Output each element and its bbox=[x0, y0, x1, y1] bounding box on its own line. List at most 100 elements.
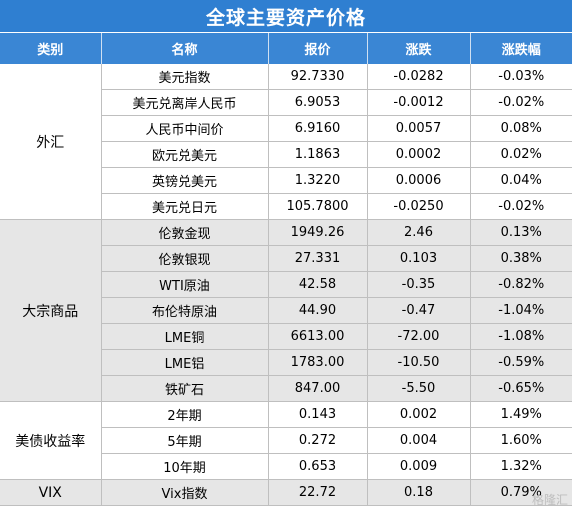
change-cell: -0.35 bbox=[367, 271, 471, 298]
name-cell: 伦敦金现 bbox=[101, 219, 269, 246]
change-cell: -0.0282 bbox=[367, 64, 471, 90]
price-cell: 6.9053 bbox=[268, 89, 368, 116]
table-row: 大宗商品 伦敦金现 1949.26 2.46 0.13% bbox=[0, 219, 572, 402]
change-cell: -72.00 bbox=[367, 323, 471, 350]
change-cell: 0.002 bbox=[367, 401, 471, 428]
col-header-change: 涨跌 bbox=[367, 32, 471, 64]
table-row: 10年期 0.653 0.009 1.32% bbox=[0, 453, 572, 480]
name-cell: WTI原油 bbox=[101, 271, 269, 298]
table-row: 布伦特原油 44.90 -0.47 -1.04% bbox=[0, 297, 572, 324]
pct-cell: -0.03% bbox=[470, 64, 572, 90]
price-cell: 0.653 bbox=[268, 453, 368, 480]
pct-cell: -0.65% bbox=[470, 375, 572, 402]
name-cell: 美元指数 bbox=[101, 64, 269, 90]
price-cell: 1783.00 bbox=[268, 349, 368, 376]
pct-cell: -0.59% bbox=[470, 349, 572, 376]
price-cell: 105.7800 bbox=[268, 193, 368, 220]
change-cell: 0.103 bbox=[367, 245, 471, 272]
change-cell: 0.0057 bbox=[367, 115, 471, 142]
pct-cell: 0.38% bbox=[470, 245, 572, 272]
pct-cell: -1.04% bbox=[470, 297, 572, 324]
pct-cell: 1.32% bbox=[470, 453, 572, 480]
pct-cell: -0.02% bbox=[470, 193, 572, 220]
pct-cell: 0.02% bbox=[470, 141, 572, 168]
table-body: 外汇 美元指数 92.7330 -0.0282 -0.03% 美元兑离岸人民币 6.9053… bbox=[0, 64, 572, 506]
name-cell: 人民币中间价 bbox=[101, 115, 269, 142]
table-row: 美债收益率 2年期 0.143 0.002 1.49% bbox=[0, 401, 572, 480]
table-title: 全球主要资产价格 bbox=[0, 0, 572, 33]
table-row: 5年期 0.272 0.004 1.60% bbox=[0, 427, 572, 454]
name-cell: 英镑兑美元 bbox=[101, 167, 269, 194]
col-header-pct: 涨跌幅 bbox=[470, 32, 572, 64]
change-cell: 0.0006 bbox=[367, 167, 471, 194]
change-cell: -0.47 bbox=[367, 297, 471, 324]
table-row: 伦敦银现 27.331 0.103 0.38% bbox=[0, 245, 572, 272]
name-cell: Vix指数 bbox=[101, 479, 269, 506]
price-cell: 0.143 bbox=[268, 401, 368, 428]
table-row: 欧元兑美元 1.1863 0.0002 0.02% bbox=[0, 141, 572, 168]
name-cell: 5年期 bbox=[101, 427, 269, 454]
change-cell: 0.18 bbox=[367, 479, 471, 506]
change-cell: 0.0002 bbox=[367, 141, 471, 168]
price-cell: 1.1863 bbox=[268, 141, 368, 168]
change-cell: -5.50 bbox=[367, 375, 471, 402]
price-cell: 0.272 bbox=[268, 427, 368, 454]
price-cell: 22.72 bbox=[268, 479, 368, 506]
name-cell: 2年期 bbox=[101, 401, 269, 428]
table-row: VIX Vix指数 22.72 0.18 0.79% bbox=[0, 479, 572, 506]
pct-cell: 1.49% bbox=[470, 401, 572, 428]
price-cell: 42.58 bbox=[268, 271, 368, 298]
table-row: LME铜 6613.00 -72.00 -1.08% bbox=[0, 323, 572, 350]
name-cell: 10年期 bbox=[101, 453, 269, 480]
name-cell: LME铝 bbox=[101, 349, 269, 376]
col-header-category: 类别 bbox=[0, 32, 102, 64]
col-header-price: 报价 bbox=[268, 32, 368, 64]
pct-cell: -1.08% bbox=[470, 323, 572, 350]
price-cell: 92.7330 bbox=[268, 64, 368, 90]
pct-cell: 0.04% bbox=[470, 167, 572, 194]
category-cell: VIX bbox=[0, 479, 102, 506]
name-cell: 布伦特原油 bbox=[101, 297, 269, 324]
name-cell: 美元兑离岸人民币 bbox=[101, 89, 269, 116]
category-cell: 外汇 bbox=[0, 64, 102, 220]
change-cell: 0.004 bbox=[367, 427, 471, 454]
col-header-name: 名称 bbox=[101, 32, 269, 64]
change-cell: -10.50 bbox=[367, 349, 471, 376]
pct-cell: -0.02% bbox=[470, 89, 572, 116]
name-cell: 铁矿石 bbox=[101, 375, 269, 402]
table-row: LME铝 1783.00 -10.50 -0.59% bbox=[0, 349, 572, 376]
category-cell: 美债收益率 bbox=[0, 401, 102, 480]
pct-cell: 1.60% bbox=[470, 427, 572, 454]
pct-cell: 0.13% bbox=[470, 219, 572, 246]
pct-cell: -0.82% bbox=[470, 271, 572, 298]
watermark-logo: 格隆汇 bbox=[531, 493, 568, 507]
name-cell: LME铜 bbox=[101, 323, 269, 350]
price-cell: 6.9160 bbox=[268, 115, 368, 142]
pct-cell: 0.08% bbox=[470, 115, 572, 142]
change-cell: -0.0012 bbox=[367, 89, 471, 116]
price-cell: 6613.00 bbox=[268, 323, 368, 350]
table-row: 美元兑离岸人民币 6.9053 -0.0012 -0.02% bbox=[0, 89, 572, 116]
table-row: WTI原油 42.58 -0.35 -0.82% bbox=[0, 271, 572, 298]
category-cell: 大宗商品 bbox=[0, 219, 102, 402]
table-row: 美元兑日元 105.7800 -0.0250 -0.02% bbox=[0, 193, 572, 220]
table-row: 外汇 美元指数 92.7330 -0.0282 -0.03% bbox=[0, 64, 572, 220]
price-cell: 27.331 bbox=[268, 245, 368, 272]
change-cell: -0.0250 bbox=[367, 193, 471, 220]
pct-cell: 0.79% bbox=[470, 479, 572, 506]
table-row: 人民币中间价 6.9160 0.0057 0.08% bbox=[0, 115, 572, 142]
name-cell: 欧元兑美元 bbox=[101, 141, 269, 168]
change-cell: 0.009 bbox=[367, 453, 471, 480]
name-cell: 美元兑日元 bbox=[101, 193, 269, 220]
price-cell: 847.00 bbox=[268, 375, 368, 402]
price-cell: 1.3220 bbox=[268, 167, 368, 194]
change-cell: 2.46 bbox=[367, 219, 471, 246]
price-cell: 1949.26 bbox=[268, 219, 368, 246]
name-cell: 伦敦银现 bbox=[101, 245, 269, 272]
header-row: 类别 名称 报价 涨跌 涨跌幅 bbox=[0, 32, 572, 64]
price-cell: 44.90 bbox=[268, 297, 368, 324]
table-row: 英镑兑美元 1.3220 0.0006 0.04% bbox=[0, 167, 572, 194]
table-row: 铁矿石 847.00 -5.50 -0.65% bbox=[0, 375, 572, 402]
